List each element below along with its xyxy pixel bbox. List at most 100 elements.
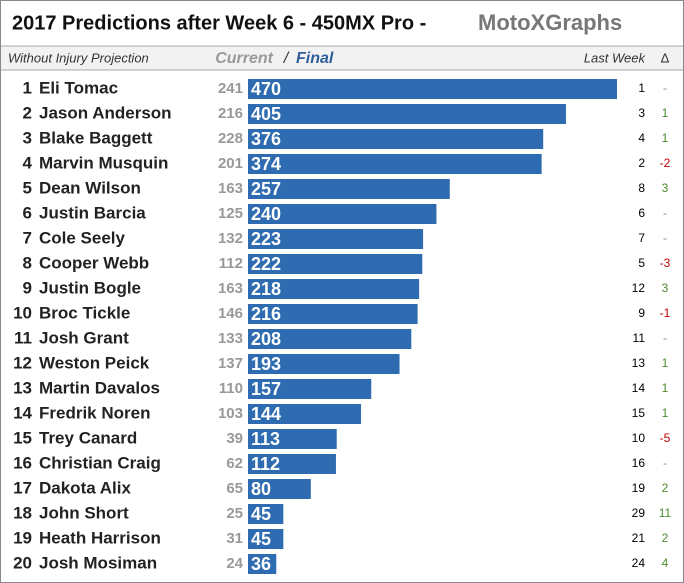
bar-label: 216 [251,304,281,324]
current-value: 62 [226,455,243,472]
bar [248,179,450,199]
last-week: 3 [638,106,645,120]
last-week: 9 [638,306,645,320]
last-week: 13 [632,356,646,370]
rank: 7 [23,228,32,247]
rank: 11 [14,328,32,347]
bar-label: 222 [251,254,281,274]
rider-name: Christian Craig [39,453,161,472]
delta: 11 [659,506,672,520]
rider-name: Eli Tomac [39,78,118,97]
delta: 1 [662,131,669,145]
last-week: 8 [638,181,645,195]
current-value: 241 [218,80,243,97]
rank: 20 [13,553,32,572]
current-value: 39 [226,430,243,447]
bar-label: 218 [251,279,281,299]
current-value: 146 [218,305,243,322]
delta: - [663,231,667,245]
bar-label: 112 [251,454,280,474]
bar [248,354,400,374]
rider-name: Broc Tickle [39,303,130,322]
bar [248,479,311,499]
rank: 8 [23,253,32,272]
current-value: 125 [218,205,243,222]
rider-name: Josh Mosiman [39,553,157,572]
last-week: 2 [638,156,645,170]
delta: -2 [660,156,671,170]
bar-label: 144 [251,404,281,424]
rider-name: Josh Grant [39,328,129,347]
rank: 6 [23,203,32,222]
delta: -3 [660,256,671,270]
bar [248,104,566,124]
rider-name: Marvin Musquin [39,153,168,172]
bar-label: 240 [251,204,281,224]
delta: - [663,331,667,345]
rider-name: Weston Peick [39,353,150,372]
last-week: 19 [632,481,646,495]
rank: 19 [13,528,32,547]
last-week: 16 [632,456,646,470]
bar-label: 374 [251,154,281,174]
bar-label: 376 [251,129,281,149]
delta: -1 [660,306,671,320]
last-week: 7 [638,231,645,245]
rider-name: Trey Canard [39,428,137,447]
bar-label: 223 [251,229,281,249]
rank: 9 [23,278,32,297]
current-value: 137 [218,355,243,372]
bar-label: 45 [251,504,271,524]
rank: 5 [23,178,32,197]
last-week: 12 [632,281,646,295]
rank: 13 [13,378,32,397]
last-week: 11 [633,331,646,345]
last-week: 6 [638,206,645,220]
current-value: 163 [218,280,243,297]
bar [248,454,336,474]
delta: 1 [662,381,669,395]
rank: 18 [13,503,32,522]
delta: - [663,456,667,470]
last-week: 1 [638,81,645,95]
rider-name: Heath Harrison [39,528,161,547]
legend-entry: Last Week [584,50,647,65]
bar [248,429,337,449]
rank: 14 [13,403,32,422]
last-week: 4 [638,131,645,145]
bar-label: 405 [251,104,281,124]
last-week: 15 [632,406,646,420]
rider-name: Martin Davalos [39,378,160,397]
delta: - [663,81,667,95]
rider-name: John Short [39,503,129,522]
brand: MotoXGraphs [478,10,622,35]
delta: - [663,206,667,220]
current-value: 31 [226,530,243,547]
bar-label: 193 [251,354,281,374]
bar-label: 80 [251,479,271,499]
last-week: 14 [632,381,646,395]
bar [248,379,372,399]
header-band [1,46,683,70]
rider-name: Fredrik Noren [39,403,150,422]
rider-name: Justin Bogle [39,278,141,297]
bar [248,504,284,524]
last-week: 5 [638,256,645,270]
subtitle: Without Injury Projection [8,50,149,65]
bar [248,229,424,249]
rank: 10 [13,303,32,322]
bar-label: 45 [251,529,271,549]
bar [248,304,418,324]
bar-label: 208 [251,329,281,349]
current-value: 103 [218,405,243,422]
bar [248,554,277,574]
rider-name: Jason Anderson [39,103,172,122]
bar-label: 36 [251,554,271,574]
current-value: 163 [218,180,243,197]
bar [248,254,423,274]
current-value: 110 [219,380,243,397]
current-value: 65 [226,480,243,497]
rank: 4 [23,153,33,172]
current-value: 133 [218,330,243,347]
delta: 1 [662,106,669,120]
